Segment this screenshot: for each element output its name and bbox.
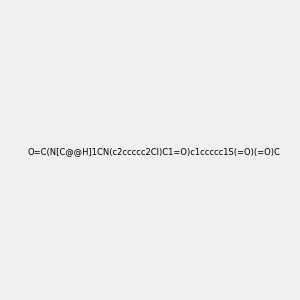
Text: O=C(N[C@@H]1CN(c2ccccc2Cl)C1=O)c1ccccc1S(=O)(=O)C: O=C(N[C@@H]1CN(c2ccccc2Cl)C1=O)c1ccccc1S… [27, 147, 280, 156]
